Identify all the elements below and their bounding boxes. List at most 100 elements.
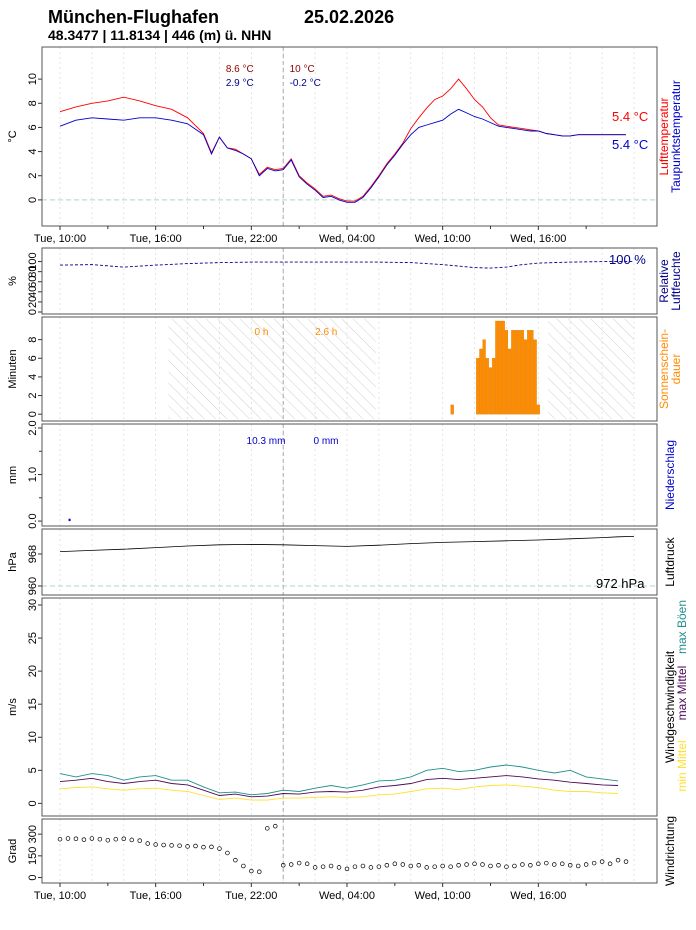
wind-direction-point <box>273 823 278 829</box>
wind-direction-point <box>520 862 525 867</box>
frame-pressure <box>41 528 658 596</box>
wind-direction-point <box>607 861 613 867</box>
wind-direction-point <box>384 862 390 868</box>
ytick-label-humidity: 60 <box>27 276 39 288</box>
sunshine-annotation: 2.6 h <box>315 327 337 338</box>
frame-precipitation <box>41 423 658 527</box>
temperature-annotation: 8.6 °C <box>226 64 254 75</box>
wind-direction-point <box>552 862 557 867</box>
ytick-label-sunshine: 4 <box>27 374 39 380</box>
data-layer <box>57 78 635 875</box>
series-line-temperature <box>59 78 626 202</box>
wind-direction-point <box>544 860 549 866</box>
sunshine-bar <box>514 330 518 415</box>
wind-direction-point <box>599 859 605 864</box>
ytick-label-wind_speed: 10 <box>27 731 39 743</box>
ytick-label-wind_direction: 0 <box>27 874 39 880</box>
series-line-humidity <box>59 261 634 269</box>
ytick-label-wind_speed: 0 <box>27 800 39 806</box>
series-line-dewpoint <box>59 108 626 203</box>
wind-direction-point <box>73 836 79 842</box>
wind-direction-point <box>65 836 71 841</box>
wind-direction-point <box>360 863 366 869</box>
sunshine-bar <box>476 358 480 415</box>
wind-direction-point <box>512 863 517 869</box>
ytick-label-wind_direction: 300 <box>27 825 39 843</box>
end-label-dewpoint: 5.4 °C <box>612 137 648 152</box>
xtick-label-top-axis: Wed, 10:00 <box>415 233 471 245</box>
legend-max-gust: max Böen <box>675 600 689 654</box>
ytick-label-humidity: 0 <box>27 309 39 315</box>
sunshine-bar <box>485 358 489 415</box>
wind-direction-point <box>583 862 589 867</box>
wind-direction-point <box>615 857 621 863</box>
wind-direction-point <box>480 862 485 867</box>
sunshine-bar <box>450 404 454 415</box>
ylabel-humidity: % <box>7 276 19 286</box>
sunshine-bar <box>508 348 512 415</box>
xtick-label-bottom-axis: Wed, 16:00 <box>510 890 566 902</box>
wind-direction-point <box>249 868 254 874</box>
wind-direction-point <box>113 836 119 842</box>
frame-sunshine <box>41 316 658 422</box>
sunshine-bar <box>495 320 499 415</box>
wind-direction-point <box>257 869 262 875</box>
wind-direction-point <box>225 850 230 856</box>
frame-layer <box>38 46 658 887</box>
ytick-label-sunshine: 6 <box>27 355 39 361</box>
ytick-label-humidity: 100 <box>27 252 39 270</box>
sunshine-bar <box>488 367 493 415</box>
wind-direction-point <box>328 863 334 869</box>
ylabel-wind_direction: Grad <box>7 839 19 863</box>
ylabel-precipitation: mm <box>7 466 19 484</box>
wind-direction-point <box>368 865 374 870</box>
end-label-temperature: 5.4 °C <box>612 109 648 124</box>
sunshine-annotation: 0 h <box>255 327 269 338</box>
wind-direction-point <box>416 862 422 868</box>
sunshine-bar <box>501 320 505 415</box>
sunshine-bar <box>517 330 521 415</box>
xtick-label-bottom-axis: Wed, 04:00 <box>319 890 375 902</box>
wind-direction-point <box>623 859 629 864</box>
wind-direction-point <box>145 841 150 846</box>
series-line-pressure <box>59 536 635 552</box>
ylabel-wind_speed: m/s <box>7 698 19 716</box>
sunshine-bar <box>523 339 528 415</box>
wind-direction-point <box>201 844 206 850</box>
sunshine-bar <box>533 339 537 415</box>
temperature-annotation: 2.9 °C <box>226 78 254 89</box>
wind-direction-point <box>57 836 63 842</box>
series-line-min-mittel <box>59 784 619 801</box>
wind-direction-point <box>320 864 326 869</box>
ytick-label-temperature: 6 <box>27 124 39 130</box>
station-coordinates: 48.3477 | 11.8134 | 446 (m) ü. NHN <box>48 27 272 43</box>
xtick-label-top-axis: Wed, 04:00 <box>319 233 375 245</box>
wind-direction-point <box>392 861 398 867</box>
wind-direction-point <box>496 862 501 868</box>
wind-direction-point <box>304 861 310 867</box>
wind-direction-point <box>424 865 429 870</box>
right-label-humidity: Relative <box>657 259 671 303</box>
frame-wind_speed <box>41 597 658 817</box>
sunshine-bar <box>536 404 540 415</box>
right-label-humidity: Luftfeuchte <box>669 251 683 311</box>
xtick-label-bottom-axis: Tue, 16:00 <box>130 890 182 902</box>
ytick-label-wind_speed: 30 <box>27 599 39 611</box>
wind-direction-point <box>408 863 414 869</box>
xtick-label-bottom-axis: Tue, 10:00 <box>34 890 86 902</box>
ytick-label-sunshine: 2 <box>27 393 39 399</box>
xtick-label-bottom-axis: Tue, 22:00 <box>225 890 277 902</box>
station-name: München-Flughafen <box>48 7 219 27</box>
wind-direction-point <box>456 862 461 868</box>
ylabel-temperature: °C <box>7 130 19 142</box>
wind-direction-point <box>559 861 565 867</box>
series-line-max-böen <box>59 764 619 796</box>
frame-temperature <box>41 46 658 227</box>
temperature-annotation: 10 °C <box>290 64 315 75</box>
ylabel-sunshine: Minuten <box>7 349 19 388</box>
sunshine-bar <box>527 330 531 415</box>
wind-direction-point <box>312 865 318 870</box>
chart-date: 25.02.2026 <box>304 7 395 27</box>
wind-direction-point <box>161 842 166 848</box>
wind-direction-point <box>432 864 437 869</box>
